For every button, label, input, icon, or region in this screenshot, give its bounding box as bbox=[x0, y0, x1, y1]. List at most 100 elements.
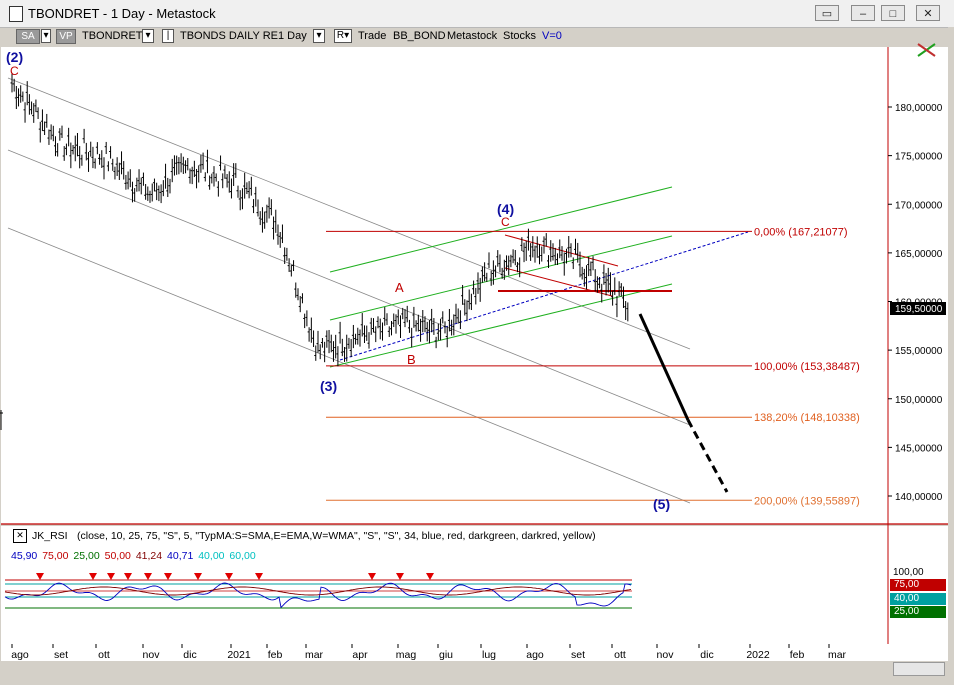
price-tick-label: 140,00000 bbox=[895, 492, 943, 503]
price-tick-label: 155,00000 bbox=[895, 346, 943, 357]
price-tick-label: 175,00000 bbox=[895, 152, 943, 163]
sell-arrow-icon bbox=[36, 573, 44, 580]
vp-button[interactable]: VP bbox=[56, 29, 76, 44]
date-label: dic bbox=[700, 649, 713, 661]
green-channel-top bbox=[329, 186, 673, 273]
v-label: V=0 bbox=[542, 30, 562, 42]
indicator-close-icon[interactable]: ✕ bbox=[13, 529, 27, 543]
sell-arrow-icon bbox=[255, 573, 263, 580]
date-label: lug bbox=[482, 649, 496, 661]
wave-c1-label: C bbox=[10, 64, 19, 78]
price-tick-label: 150,00000 bbox=[895, 395, 943, 406]
price-tick-label: 180,00000 bbox=[895, 103, 943, 114]
bb-label[interactable]: BB_BOND bbox=[393, 30, 446, 42]
date-label: ago bbox=[526, 649, 544, 661]
indicator-value: 25,00 bbox=[73, 550, 103, 562]
wave-a-label: A bbox=[395, 280, 404, 295]
metastock-label[interactable]: Metastock bbox=[447, 30, 498, 42]
wave-5-label: (5) bbox=[653, 496, 670, 512]
wave-b-label: B bbox=[407, 352, 416, 367]
projection-dashed-line bbox=[686, 419, 729, 493]
date-label: mar bbox=[828, 649, 847, 661]
date-label: nov bbox=[143, 649, 161, 661]
indicator-axis-box: 25,00 bbox=[890, 606, 946, 618]
price-axis-pane bbox=[888, 47, 948, 524]
sell-arrow-icon bbox=[396, 573, 404, 580]
close-button[interactable]: ✕ bbox=[916, 5, 940, 21]
date-label: feb bbox=[790, 649, 805, 661]
wave-3-label: (3) bbox=[320, 378, 337, 394]
r-label: R bbox=[336, 30, 345, 41]
indicator-value: 45,90 bbox=[11, 550, 41, 562]
date-label: feb bbox=[268, 649, 283, 661]
indicator-axis-box: 75,00 bbox=[890, 579, 946, 591]
date-label: mar bbox=[305, 649, 324, 661]
price-tick-label: 145,00000 bbox=[895, 443, 943, 454]
sell-arrow-icon bbox=[89, 573, 97, 580]
date-label: nov bbox=[657, 649, 675, 661]
wave-4-label: (4) bbox=[497, 201, 514, 217]
wave-2-label: (2) bbox=[6, 49, 23, 65]
last-price-value: 159,50000 bbox=[895, 304, 943, 315]
indicator-params: (close, 10, 25, 75, "S", 5, "TypMA:S=SMA… bbox=[77, 530, 596, 542]
r-button[interactable]: R▾ bbox=[334, 29, 352, 43]
channel-upper-line bbox=[7, 77, 691, 350]
ohlc-marker bbox=[0, 410, 3, 430]
indicator-value: 40,00 bbox=[198, 550, 228, 562]
fib-level-label: 138,20% (148,10338) bbox=[754, 412, 860, 424]
maximize-button[interactable]: □ bbox=[881, 5, 905, 21]
date-label: giu bbox=[439, 649, 453, 661]
green-channel-mid bbox=[329, 235, 673, 321]
trade-label[interactable]: Trade bbox=[358, 30, 387, 42]
sell-arrow-icon bbox=[225, 573, 233, 580]
sell-arrow-icon bbox=[107, 573, 115, 580]
indicator-axis-box: 40,00 bbox=[890, 593, 946, 605]
fib-level-label: 100,00% (153,38487) bbox=[754, 361, 860, 373]
price-pane bbox=[1, 47, 888, 524]
sell-arrow-icon bbox=[124, 573, 132, 580]
blue-dashed-trendline bbox=[339, 231, 749, 361]
wave-c2-label: C bbox=[501, 215, 510, 229]
symbol-label[interactable]: TBONDRET bbox=[82, 30, 143, 42]
price-tick-label: 165,00000 bbox=[895, 249, 943, 260]
horizontal-scrollbar[interactable] bbox=[893, 662, 945, 676]
chart-settings-icon[interactable] bbox=[917, 43, 936, 57]
fib-level-label: 200,00% (139,55897) bbox=[754, 495, 860, 507]
sell-arrow-icon bbox=[426, 573, 434, 580]
right-border bbox=[948, 27, 954, 685]
green-channel-bottom bbox=[329, 283, 673, 368]
indicator-value: 41,24 bbox=[135, 550, 166, 562]
restore-small-icon[interactable]: ▭ bbox=[815, 5, 839, 21]
security-name[interactable]: TBONDS DAILY RE bbox=[180, 30, 279, 42]
minimize-button[interactable]: – bbox=[851, 5, 875, 21]
period-dropdown-icon[interactable]: ▾ bbox=[313, 29, 325, 43]
channel-mid-line bbox=[7, 149, 691, 426]
date-label: 2021 bbox=[227, 649, 251, 661]
last-price-box bbox=[890, 302, 946, 315]
date-label: ott bbox=[98, 649, 110, 661]
app-icon bbox=[9, 6, 23, 22]
sa-dropdown-icon[interactable]: ▾ bbox=[41, 29, 51, 43]
rsi-line bbox=[4, 582, 632, 609]
sa-button[interactable]: SA bbox=[16, 29, 40, 44]
period-label[interactable]: 1 Day bbox=[278, 30, 307, 42]
rsi-axis-top: 100,00 bbox=[893, 567, 924, 578]
indicator-name[interactable]: JK_RSI bbox=[32, 530, 68, 542]
date-label: apr bbox=[352, 649, 368, 661]
name-selector-icon[interactable]: | bbox=[162, 29, 174, 43]
date-label: set bbox=[54, 649, 68, 661]
date-axis-pane bbox=[1, 644, 948, 661]
price-tick-label: 170,00000 bbox=[895, 200, 943, 211]
window-title: TBONDRET - 1 Day - Metastock bbox=[28, 6, 216, 21]
date-label: ago bbox=[11, 649, 29, 661]
indicator-value: 75,00 bbox=[42, 550, 72, 562]
indicator-values: 45,90 75,00 25,00 50,00 41,24 40,71 40,0… bbox=[11, 546, 258, 564]
sell-arrow-icon bbox=[144, 573, 152, 580]
sell-arrow-icon bbox=[368, 573, 376, 580]
rsi-signal-line bbox=[4, 586, 632, 596]
indicator-value: 50,00 bbox=[104, 550, 134, 562]
stocks-label[interactable]: Stocks bbox=[503, 30, 537, 42]
symbol-dropdown-icon[interactable]: ▾ bbox=[142, 29, 154, 43]
indicator-value: 60,00 bbox=[229, 550, 256, 562]
